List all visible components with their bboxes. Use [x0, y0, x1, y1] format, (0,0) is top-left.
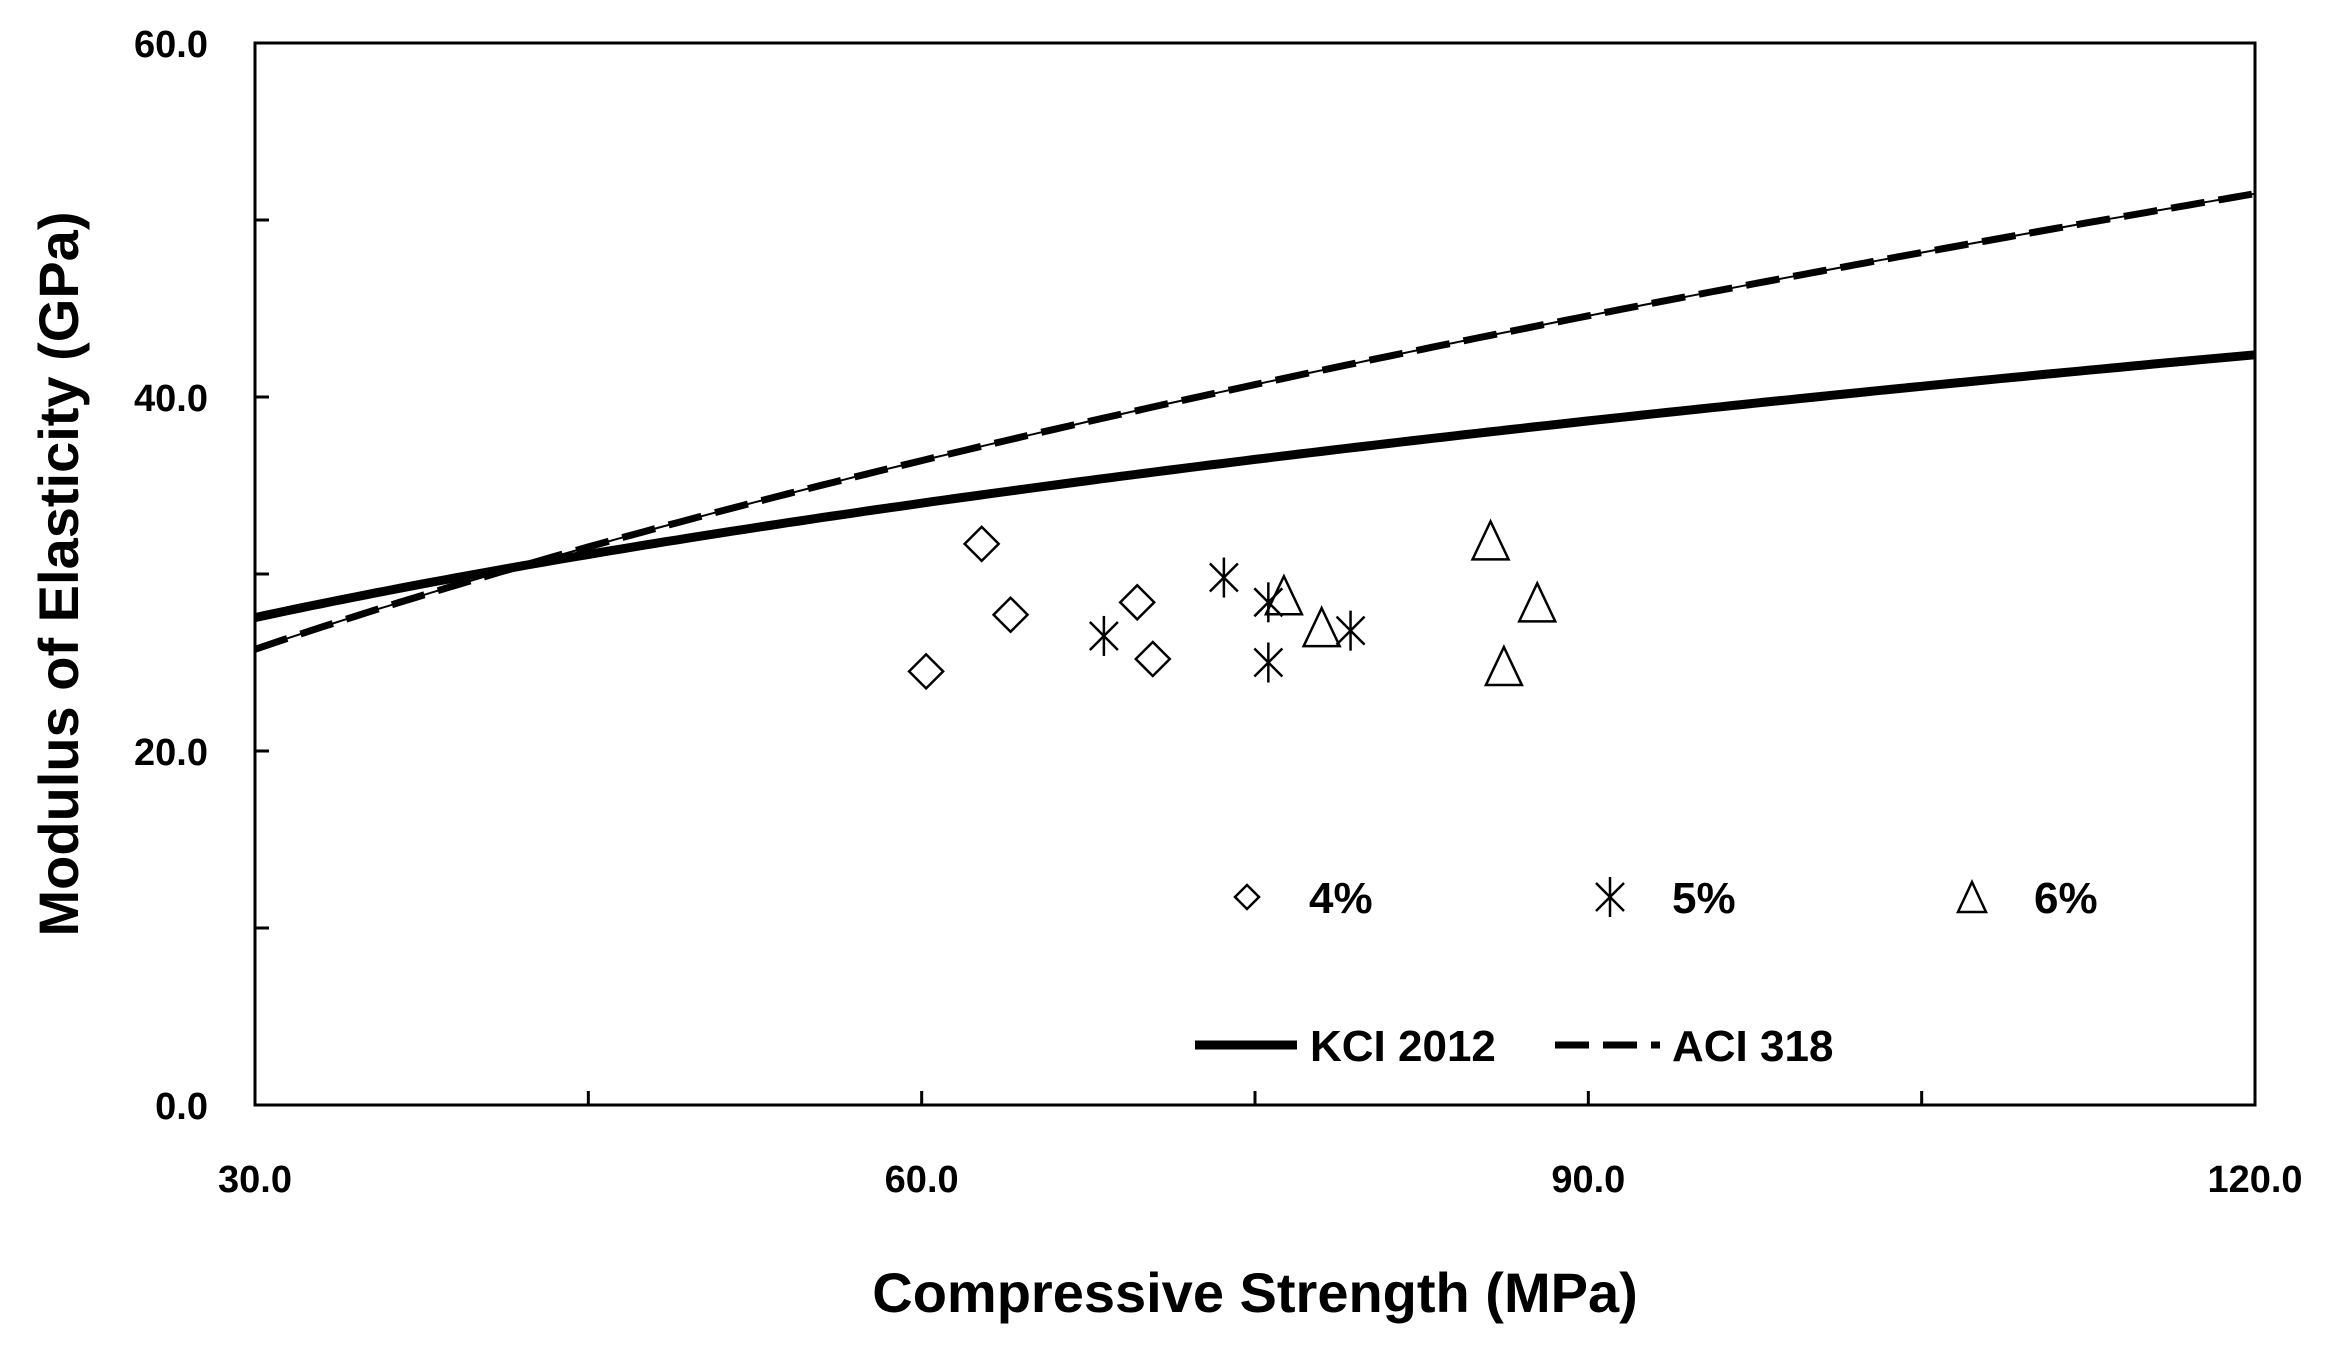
- legend-label-4%: 4%: [1309, 874, 1373, 923]
- y-tick-label: 40.0: [134, 378, 208, 420]
- kci-2012-line: [254, 350, 2256, 622]
- x-tick-label: 120.0: [2207, 1159, 2302, 1201]
- point-asterisk: [1335, 610, 1366, 651]
- point-asterisk: [1253, 642, 1284, 683]
- aci-318-centerline: [254, 192, 2256, 651]
- x-tick-label: 30.0: [218, 1159, 292, 1201]
- data-points: [907, 518, 1558, 691]
- point-diamond: [991, 595, 1030, 634]
- point-diamond: [907, 652, 945, 691]
- x-axis-title: Compressive Strength (MPa): [872, 1261, 1638, 1324]
- y-tick-label: 20.0: [134, 732, 208, 774]
- point-triangle: [1263, 573, 1304, 616]
- point-asterisk: [1209, 557, 1239, 598]
- legend-marker-diamond: [1233, 883, 1261, 911]
- model-curves: [253, 190, 2256, 653]
- y-tick-label: 60.0: [134, 24, 208, 66]
- legend-label-aci-318: ACI 318: [1672, 1022, 1833, 1071]
- legend-marker-triangle: [1956, 879, 1988, 914]
- point-triangle: [1470, 518, 1511, 561]
- legend-label-5%: 5%: [1672, 874, 1736, 923]
- legend-label-6%: 6%: [2034, 874, 2098, 923]
- aci-318-line: [253, 190, 2256, 653]
- point-diamond: [1134, 640, 1172, 678]
- legend-marker-asterisk: [1595, 877, 1625, 917]
- x-tick-label: 90.0: [1551, 1159, 1625, 1201]
- point-asterisk: [1253, 582, 1284, 623]
- axis-ticks: 30.0 60.0 90.0 120.0 0.0 20.0 40.0 60.0: [134, 24, 2303, 1201]
- point-triangle: [1483, 644, 1524, 687]
- point-diamond: [1118, 583, 1156, 622]
- point-asterisk: [1089, 615, 1119, 656]
- y-axis-title: Modulus of Elasticity (GPa): [27, 212, 90, 937]
- legend-label-kci-2012: KCI 2012: [1310, 1022, 1496, 1071]
- point-diamond: [962, 525, 1001, 563]
- legend: 4% 5% 6% KCI 2012 ACI 318: [1195, 874, 2098, 1071]
- point-triangle: [1517, 580, 1558, 623]
- y-tick-label: 0.0: [155, 1086, 208, 1128]
- plot-area-frame: [253, 41, 2257, 1107]
- x-tick-label: 60.0: [885, 1159, 959, 1201]
- point-triangle: [1301, 605, 1342, 648]
